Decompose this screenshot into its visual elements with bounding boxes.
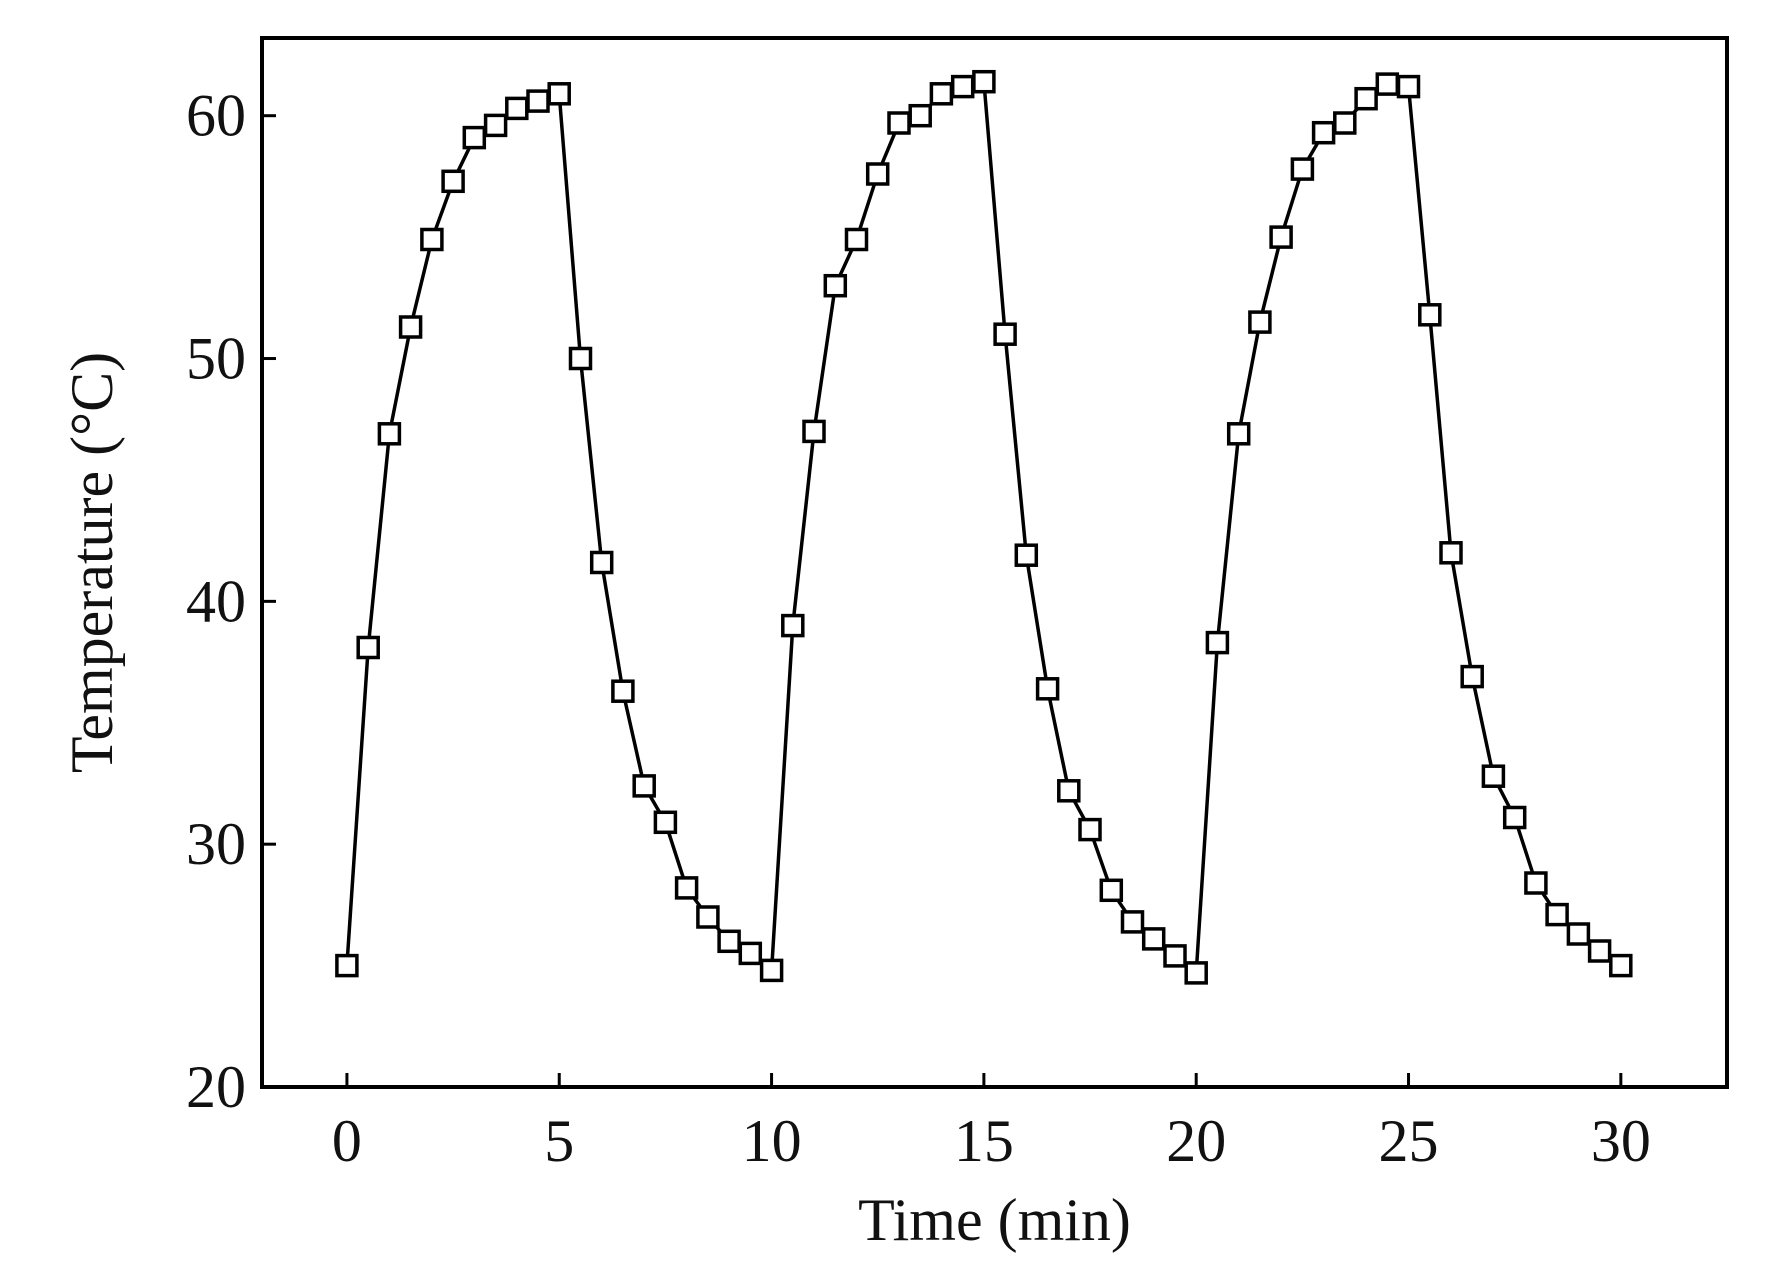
data-point-marker [441,169,465,194]
series-line [345,79,1622,975]
y-axis-title: Temperature (°C) [59,352,125,773]
data-point-marker [1524,871,1548,895]
data-point-marker [1078,817,1102,842]
data-point-marker [1014,543,1039,567]
y-tick-label: 50 [186,326,246,392]
data-point-marker [1120,910,1145,934]
y-tick-label: 30 [186,811,246,877]
data-point-marker [865,162,890,186]
x-tick-label: 10 [742,1108,802,1174]
x-tick-label: 25 [1379,1108,1439,1174]
data-point-marker [335,953,359,978]
data-point-marker [1035,677,1060,701]
data-point-marker [1566,922,1591,946]
data-point-marker [929,82,954,106]
data-point-marker [738,941,763,966]
data-point-marker [377,422,402,446]
data-point-marker [398,315,423,339]
data-point-marker [1248,310,1272,334]
data-point-marker [717,929,741,954]
data-point-marker [356,635,380,660]
data-point-marker [950,74,975,99]
data-point-marker [1587,939,1612,963]
data-point-marker [1354,86,1378,111]
data-point-marker [1502,805,1527,830]
series-lines [345,79,1622,975]
plot-frame [260,36,1729,1089]
data-point-marker [1609,953,1633,978]
data-point-marker [823,273,848,298]
data-point-marker [1460,664,1484,689]
x-tick-label: 0 [332,1108,362,1174]
data-point-marker [1141,927,1166,951]
data-point-marker [505,96,529,121]
data-point-marker [1481,764,1506,788]
data-point-marker [1375,72,1400,96]
data-point-marker [674,876,699,900]
data-point-marker [462,125,487,150]
data-point-marker [1163,944,1187,968]
data-point-marker [1396,74,1421,99]
data-point-marker [547,82,571,106]
x-tick-label: 5 [544,1108,574,1174]
data-point-marker [1545,902,1569,927]
data-point-marker [1269,225,1293,249]
data-point-marker [420,227,444,252]
data-point-marker [526,89,550,113]
data-point-marker [993,322,1017,346]
data-point-marker [696,905,720,929]
data-point-marker [1099,878,1124,903]
data-point-marker [1418,303,1442,327]
tick-marks [262,114,1623,1089]
data-point-marker [632,774,656,798]
x-tick-labels: 0 5 10 15 20 25 30 [332,1108,1651,1174]
y-tick-label: 20 [186,1054,246,1120]
series-markers [335,69,1633,985]
data-point-marker [759,958,784,983]
data-point-marker [1057,779,1081,803]
data-point-marker [802,419,826,444]
data-point-marker [1290,157,1315,181]
data-point-marker [1226,422,1251,446]
data-point-marker [611,679,635,703]
x-axis-title: Time (min) [858,1187,1131,1253]
data-point-marker [568,346,593,371]
x-tick-label: 20 [1166,1108,1226,1174]
y-tick-label: 40 [186,568,246,634]
data-point-marker [844,227,869,252]
data-point-marker [1311,120,1336,145]
data-point-marker [1184,961,1208,985]
y-tick-label: 60 [186,83,246,149]
data-point-marker [887,111,911,135]
data-point-marker [781,613,805,638]
data-point-marker [908,103,932,128]
data-point-marker [1333,111,1357,135]
data-point-marker [972,69,996,94]
x-tick-label: 30 [1591,1108,1651,1174]
data-point-marker [483,113,508,138]
data-point-marker [1205,630,1230,655]
data-point-marker [653,810,678,835]
data-point-marker [589,550,614,575]
data-point-marker [1439,541,1463,565]
y-tick-labels: 20 30 40 50 60 [186,83,246,1120]
x-tick-label: 15 [954,1108,1014,1174]
